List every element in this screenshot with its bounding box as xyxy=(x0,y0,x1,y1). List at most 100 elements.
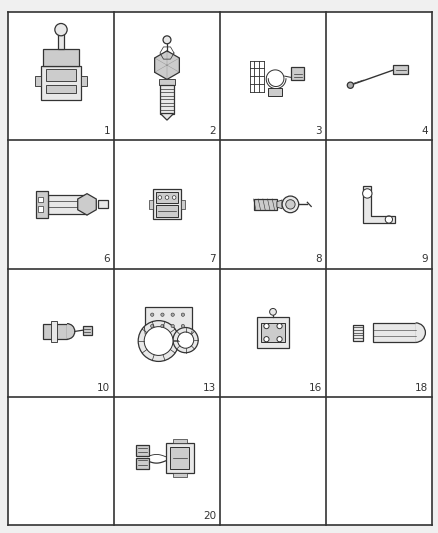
Circle shape xyxy=(347,82,353,88)
Bar xyxy=(114,269,220,397)
Circle shape xyxy=(282,196,299,213)
Text: 10: 10 xyxy=(97,383,110,393)
Bar xyxy=(42,66,81,100)
Bar xyxy=(220,269,326,397)
Bar xyxy=(373,323,416,342)
Bar xyxy=(166,443,194,473)
Circle shape xyxy=(173,327,198,353)
Bar xyxy=(326,12,432,140)
Bar xyxy=(145,307,192,334)
Wedge shape xyxy=(67,324,75,339)
Circle shape xyxy=(363,189,372,198)
Bar xyxy=(35,76,42,86)
Circle shape xyxy=(144,327,173,356)
Bar xyxy=(36,191,48,218)
Polygon shape xyxy=(364,186,395,223)
Circle shape xyxy=(165,196,169,199)
Circle shape xyxy=(171,313,174,316)
Circle shape xyxy=(177,332,194,348)
Text: 6: 6 xyxy=(103,254,110,264)
Text: 13: 13 xyxy=(203,383,216,393)
Bar xyxy=(136,446,149,456)
Text: 16: 16 xyxy=(309,383,322,393)
Bar xyxy=(8,12,114,140)
Bar xyxy=(170,447,189,469)
Text: 4: 4 xyxy=(421,126,428,136)
Bar xyxy=(181,200,185,209)
Text: 9: 9 xyxy=(421,254,428,264)
Bar xyxy=(326,397,432,525)
Bar xyxy=(326,269,432,397)
Bar xyxy=(326,140,432,269)
Circle shape xyxy=(264,324,269,329)
Text: 20: 20 xyxy=(203,511,216,521)
Circle shape xyxy=(161,325,164,328)
Bar xyxy=(173,473,187,477)
Bar xyxy=(258,317,289,348)
Text: 8: 8 xyxy=(315,254,322,264)
Bar xyxy=(46,85,76,93)
Wedge shape xyxy=(416,323,425,342)
Bar xyxy=(39,197,43,203)
Text: 1: 1 xyxy=(103,126,110,136)
Circle shape xyxy=(181,325,184,328)
Circle shape xyxy=(181,313,184,316)
Bar xyxy=(155,205,178,216)
Circle shape xyxy=(172,196,176,199)
Bar xyxy=(114,397,220,525)
Bar xyxy=(51,321,57,342)
Bar xyxy=(149,200,153,209)
Circle shape xyxy=(161,313,164,316)
Circle shape xyxy=(264,336,269,342)
Bar xyxy=(114,12,220,140)
Bar xyxy=(83,326,92,335)
Circle shape xyxy=(286,200,295,209)
Bar xyxy=(48,195,87,214)
Bar xyxy=(8,269,114,397)
Text: 3: 3 xyxy=(315,126,322,136)
Bar xyxy=(39,206,43,212)
Circle shape xyxy=(151,325,154,328)
Bar xyxy=(220,140,326,269)
Bar xyxy=(268,88,282,95)
Bar xyxy=(136,458,149,469)
Circle shape xyxy=(151,313,154,316)
Bar xyxy=(155,192,178,203)
Text: 2: 2 xyxy=(209,126,216,136)
Bar xyxy=(43,324,67,339)
Circle shape xyxy=(55,23,67,36)
Bar xyxy=(173,439,187,443)
Polygon shape xyxy=(155,51,180,79)
Polygon shape xyxy=(78,193,96,215)
Circle shape xyxy=(158,196,162,199)
Bar xyxy=(81,76,87,86)
Bar xyxy=(153,189,181,219)
Text: 7: 7 xyxy=(209,254,216,264)
Polygon shape xyxy=(160,114,173,120)
Bar xyxy=(393,65,408,74)
Circle shape xyxy=(277,324,282,329)
Bar xyxy=(160,85,173,114)
Bar xyxy=(254,199,277,210)
Circle shape xyxy=(270,309,276,315)
Bar xyxy=(43,49,79,66)
Text: 18: 18 xyxy=(415,383,428,393)
Bar xyxy=(98,200,108,208)
Circle shape xyxy=(277,336,282,342)
Bar xyxy=(353,325,363,341)
Bar xyxy=(59,30,64,49)
Bar xyxy=(8,397,114,525)
Bar xyxy=(291,67,304,80)
Bar xyxy=(114,140,220,269)
Bar xyxy=(159,79,175,85)
Polygon shape xyxy=(277,200,282,209)
Bar xyxy=(261,324,285,342)
Circle shape xyxy=(385,216,392,223)
Circle shape xyxy=(171,325,174,328)
Circle shape xyxy=(138,321,179,361)
Bar xyxy=(8,140,114,269)
Bar xyxy=(46,69,76,81)
Bar xyxy=(220,12,326,140)
Bar xyxy=(220,397,326,525)
Circle shape xyxy=(163,36,171,44)
